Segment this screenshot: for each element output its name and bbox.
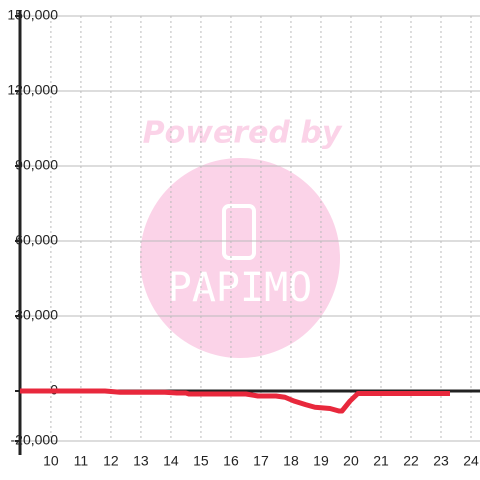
x-tick-label: 15 (193, 453, 209, 469)
data-line (20, 388, 450, 414)
y-tick-label: 60,000 (15, 232, 58, 248)
x-tick-label: 16 (223, 453, 239, 469)
y-tick-label: -20,000 (11, 432, 59, 448)
x-tick-label: 21 (373, 453, 389, 469)
x-tick-label: 24 (463, 453, 479, 469)
x-tick-label: 18 (283, 453, 299, 469)
watermark-text: Powered by (143, 116, 343, 151)
x-tick-label: 13 (133, 453, 149, 469)
y-tick-label: 90,000 (15, 157, 58, 173)
x-tick-label: 10 (43, 453, 59, 469)
y-tick-label: 150,000 (7, 7, 58, 23)
x-tick-label: 12 (103, 453, 119, 469)
y-tick-label: 120,000 (7, 82, 58, 98)
x-tick-label: 11 (74, 453, 89, 469)
y-tick-label: 30,000 (15, 307, 58, 323)
watermark-logo: PAPIMO (168, 265, 313, 311)
x-tick-label: 19 (313, 453, 329, 469)
x-tick-label: 23 (433, 453, 449, 469)
watermark-icon (222, 204, 256, 260)
x-tick-label: 22 (403, 453, 419, 469)
x-tick-label: 17 (253, 453, 269, 469)
x-tick-label: 14 (163, 453, 179, 469)
x-tick-label: 20 (343, 453, 359, 469)
